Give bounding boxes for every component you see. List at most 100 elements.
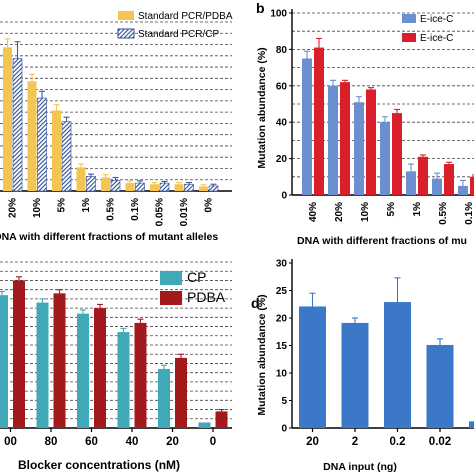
a-x-tick-label: 10% [32,198,43,218]
panel-b-tick-labels: 0 20 40 60 80 100 40% 20% 10% 5% 1% 0.5% 0.1% [270,9,474,225]
a-x-tick-label: 0% [204,198,215,213]
d-y-tick-label: 5 [281,396,287,407]
a-bar [184,183,194,192]
d-x-tick-label: 2 [352,436,358,448]
panel-b: b E-ice-C E-ice-C 0 20 40 60 80 100 40% 20% 10% 5%… [256,0,474,247]
c-x-tick-label: 0 [210,436,216,448]
a-bar [101,177,110,191]
d-y-tick-label: 20 [276,314,288,325]
a-bar [150,184,159,191]
b-bar [458,185,468,195]
a-x-tick-label: 1% [81,198,92,213]
panel-a: Standard PCR/PDBA Standard PCR/CP 20% 10% 5… [0,11,233,243]
b-x-tick-label: 40% [308,202,319,222]
c-bar [94,308,106,428]
b-bar [418,156,428,195]
a-x-tick-label: 0.1% [130,198,141,221]
c-x-tick-label: 60 [85,436,98,448]
a-bar [135,182,145,192]
a-bar [86,176,96,192]
c-bar [77,313,89,428]
a-bar [159,182,170,192]
d-y-tick-label: 10 [276,369,288,380]
a-x-tick-label: 0.01% [179,198,190,226]
b-x-tick-label: 1% [412,202,423,217]
panel-a-x-axis-label: DNA with different fractions of mutant a… [0,231,218,243]
d-bar [299,306,326,428]
c-bar [117,332,130,428]
b-y-tick-label: 20 [276,154,288,165]
panel-b-legend: E-ice-C E-ice-C [402,14,453,44]
b-y-tick-label: 80 [276,45,288,56]
a-bar [3,47,12,191]
b-x-tick-label: 5% [386,202,397,217]
panel-c-legend-swatch [160,271,182,285]
c-bar [134,322,147,428]
c-bar [36,302,49,428]
b-bar [432,178,442,195]
b-bar [314,47,324,195]
b-bar [328,85,338,195]
panel-c-bars [0,276,228,428]
c-x-tick-label: 00 [4,436,17,448]
a-x-tick-label: 20% [8,198,19,218]
panel-b-legend-label: E-ice-C [420,14,453,25]
panel-d-x-axis-label: DNA input (ng) [323,461,397,473]
c-x-tick-label: 20 [166,436,179,448]
d-y-tick-label: 25 [276,286,288,297]
panel-c-legend-swatch [160,291,182,305]
d-x-tick-label: 0.2 [390,436,406,448]
d-bar [469,421,474,428]
panel-a-legend-swatch [118,11,134,20]
panel-b-bars [302,37,474,195]
panel-c-legend-label: CP [187,269,206,285]
panel-a-legend-label: Standard PCR/CP [138,29,219,40]
panel-b-legend-swatch [402,33,416,42]
c-bar [158,368,170,428]
panel-a-legend: Standard PCR/PDBA Standard PCR/CP [117,11,233,40]
c-x-tick-label: 40 [126,436,139,448]
a-bar [174,184,184,191]
a-bar [208,185,219,192]
panel-b-legend-swatch [402,14,416,23]
c-bar [215,411,228,428]
d-y-tick-label: 0 [281,424,287,435]
d-bar [426,344,454,428]
b-x-tick-label: 20% [334,202,345,222]
b-y-tick-label: 60 [276,81,288,92]
a-x-tick-label: 0.05% [155,198,166,226]
d-y-tick-label: 30 [276,259,288,270]
panel-c-legend-label: PDBA [187,289,226,305]
d-bar [341,322,369,428]
panel-a-legend-label: Standard PCR/PDBA [138,11,233,22]
c-bar [0,295,8,428]
panel-c-gridlines [0,261,232,429]
panel-d-y-axis-label: Mutation abundance (%) [256,294,268,415]
b-bar [406,171,416,195]
c-bar [175,357,187,428]
panel-a-tick-labels: 20% 10% 5% 1% 0.5% 0.1% 0.05% 0.01% 0% [8,198,215,226]
panel-c-legend: CP PDBA [160,269,226,305]
panel-a-bars [3,38,219,192]
d-x-tick-label: 0.02 [429,436,451,448]
b-x-tick-label: 0.5% [438,202,449,225]
panel-d-bars [299,277,474,428]
a-bar [110,179,121,192]
a-bar [52,110,61,191]
c-bar [13,280,25,428]
a-bar [27,81,37,191]
d-x-tick-label: 20 [306,436,319,448]
a-x-tick-label: 0.5% [106,198,117,221]
b-bar [302,58,312,195]
b-bar [366,89,376,195]
d-y-tick-label: 15 [276,341,288,352]
b-bar [354,102,364,195]
b-bar [470,176,474,195]
panel-b-y-axis-label: Mutation abundance (%) [256,47,268,168]
panel-b-x-axis-label: DNA with different fractions of mu [297,235,467,247]
a-bar [12,58,23,192]
a-bar [61,121,72,192]
panel-b-legend-label: E-ice-C [420,33,453,44]
